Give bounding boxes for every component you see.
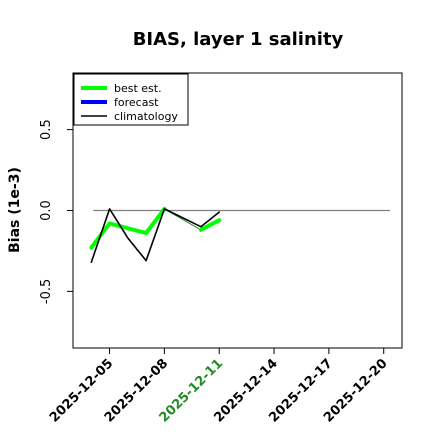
y-tick-label: 0.5 bbox=[39, 119, 54, 140]
y-axis-label: Bias (1e-3) bbox=[7, 167, 23, 253]
legend-label: best est. bbox=[114, 82, 162, 95]
y-tick-label: 0.0 bbox=[39, 200, 54, 221]
legend-label: forecast bbox=[114, 96, 159, 109]
x-axis: 2025-12-052025-12-082025-12-112025-12-14… bbox=[47, 348, 391, 426]
chart-title: BIAS, layer 1 salinity bbox=[133, 29, 344, 50]
series-line-best-est bbox=[198, 218, 222, 232]
y-tick-label: -0.5 bbox=[39, 279, 54, 304]
series-layer bbox=[89, 206, 222, 264]
legend-label: climatology bbox=[114, 110, 178, 123]
series-line-climatology bbox=[90, 208, 220, 264]
y-axis: -0.5 0.0 0.5 bbox=[39, 119, 73, 304]
